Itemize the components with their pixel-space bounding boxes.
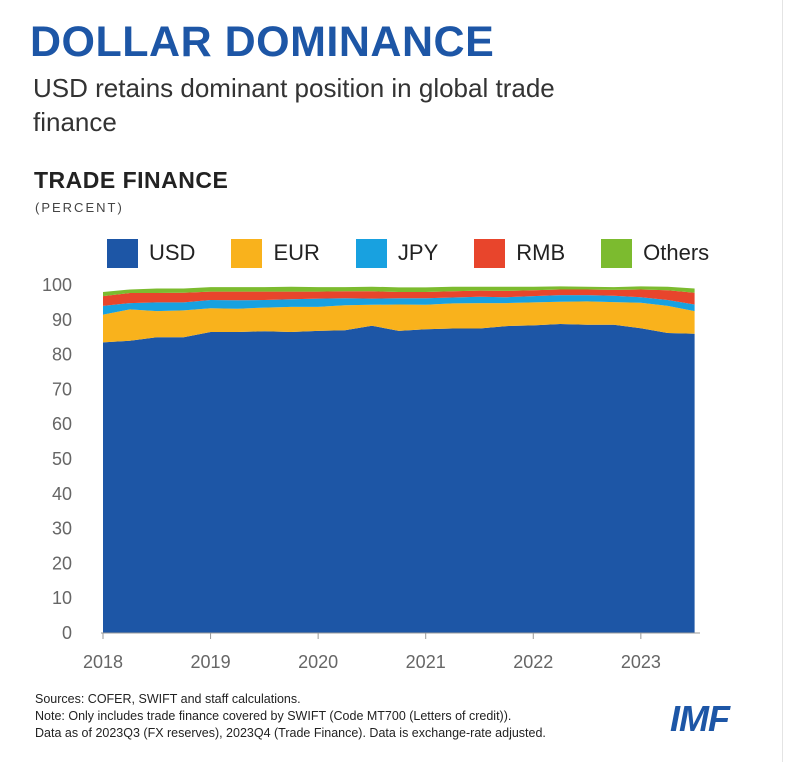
chart-legend: USD EUR JPY RMB Others: [107, 237, 709, 269]
legend-label-eur: EUR: [273, 240, 320, 265]
y-tick-label: 60: [52, 414, 72, 434]
y-tick-label: 50: [52, 449, 72, 469]
legend-item-usd: USD: [107, 238, 196, 268]
legend-label-jpy: JPY: [397, 240, 439, 265]
x-tick-label: 2023: [621, 652, 661, 672]
legend-item-eur: EUR: [231, 238, 320, 268]
y-tick-label: 20: [52, 553, 72, 573]
page-subtitle: USD retains dominant position in global …: [33, 73, 555, 137]
area-series-jpy: [103, 295, 695, 315]
page-title: DOLLAR DOMINANCE: [30, 18, 495, 66]
x-tick-label: 2021: [406, 652, 446, 672]
y-tick-label: 0: [62, 623, 72, 643]
note-line: Note: Only includes trade finance covere…: [35, 709, 512, 723]
legend-label-others: Others: [643, 240, 710, 265]
y-tick-label: 80: [52, 345, 72, 365]
source-line: Sources: COFER, SWIFT and staff calculat…: [35, 692, 301, 706]
x-tick-label: 2020: [298, 652, 338, 672]
y-tick-label: 90: [52, 310, 72, 330]
area-series-eur: [103, 301, 695, 343]
page-edge-line: [782, 0, 783, 762]
stacked-area-chart: 0 10 20 30 40 50 60 70 80 90 100 2018 2019 2020 2021 20…: [42, 275, 700, 672]
y-tick-label: 70: [52, 379, 72, 399]
imf-logo: IMF: [670, 698, 730, 739]
legend-label-rmb: RMB: [516, 240, 566, 265]
legend-swatch-others: [601, 238, 633, 268]
legend-item-others: Others: [601, 238, 710, 268]
area-series-rmb: [103, 289, 695, 306]
legend-item-jpy: JPY: [355, 238, 439, 268]
y-tick-label: 30: [52, 519, 72, 539]
y-tick-label: 10: [52, 588, 72, 608]
source-notes: Sources: COFER, SWIFT and staff calculat…: [35, 691, 675, 742]
legend-item-rmb: RMB: [474, 238, 566, 268]
chart-title: TRADE FINANCE: [34, 167, 229, 193]
x-tick-label: 2022: [513, 652, 553, 672]
data-date-line: Data as of 2023Q3 (FX reserves), 2023Q4 …: [35, 726, 546, 740]
y-tick-label: 100: [42, 275, 72, 295]
x-tick-label: 2019: [191, 652, 231, 672]
chart-unit-label: (PERCENT): [35, 200, 124, 215]
y-tick-label: 40: [52, 484, 72, 504]
area-series-others: [103, 286, 695, 297]
x-tick-label: 2018: [83, 652, 123, 672]
legend-label-usd: USD: [149, 240, 196, 265]
legend-swatch-rmb: [474, 238, 506, 268]
legend-swatch-eur: [231, 238, 263, 268]
area-series-usd: [103, 324, 695, 633]
legend-swatch-usd: [107, 238, 138, 268]
legend-swatch-jpy: [355, 238, 387, 268]
